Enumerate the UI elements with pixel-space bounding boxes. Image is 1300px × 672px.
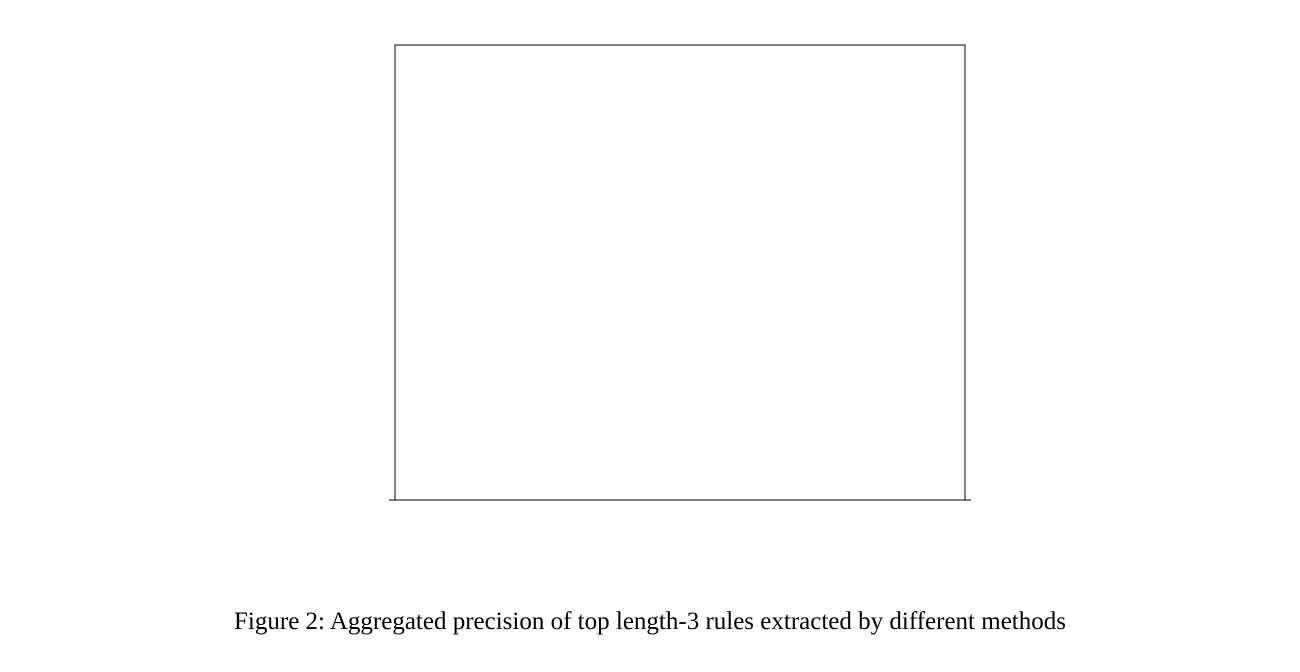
plot-area bbox=[395, 45, 965, 500]
precision-chart bbox=[320, 30, 980, 570]
figure-caption: Figure 2: Aggregated precision of top le… bbox=[0, 608, 1300, 636]
chart-container bbox=[320, 30, 980, 570]
